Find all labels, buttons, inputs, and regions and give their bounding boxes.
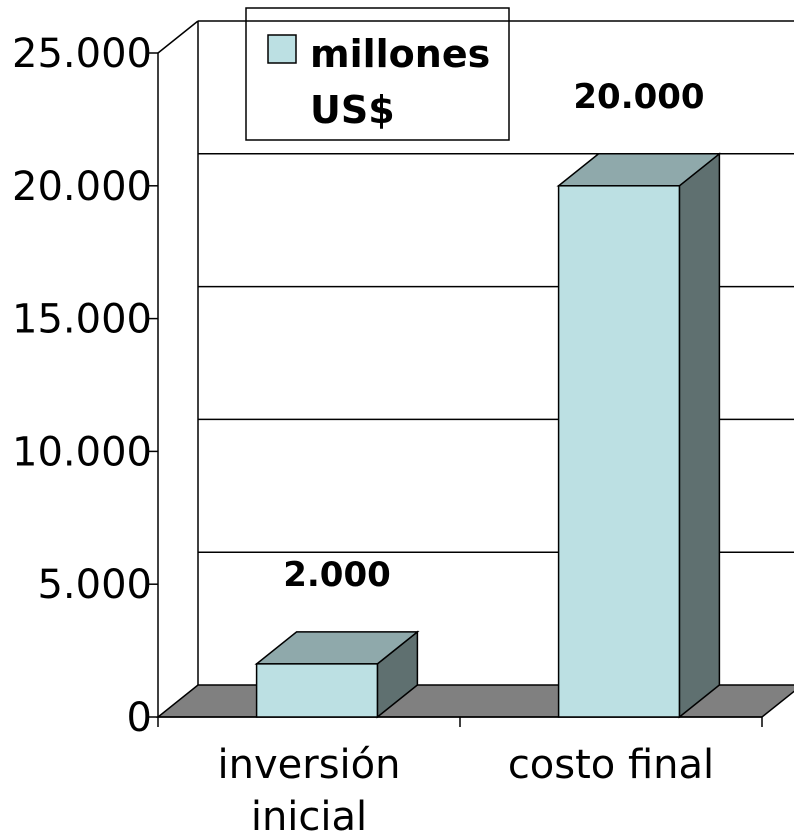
y-tick-label: 0 [127,695,152,741]
wall-edge [157,20,199,54]
y-tick-label: 25.000 [12,31,152,77]
bar [255,663,379,718]
value-label: 20.000 [573,77,704,117]
y-tick-label: 15.000 [12,297,152,343]
legend-swatch [267,34,297,64]
y-tick-label: 20.000 [12,164,152,210]
bar-side [678,152,721,719]
y-tick-label: 5.000 [37,562,152,608]
legend-label: millones US$ [310,32,491,132]
y-tick-label: 10.000 [12,429,152,475]
value-label: 2.000 [283,555,391,595]
x-tick-label: costo final [507,742,715,788]
bar [557,185,681,718]
x-tick-label: inversión inicial [217,742,401,835]
legend-box [245,7,510,141]
